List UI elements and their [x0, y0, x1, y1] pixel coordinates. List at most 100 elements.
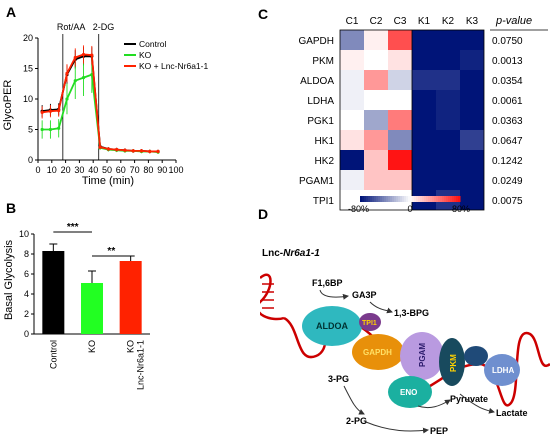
metabolite-lactate: Lactate	[496, 408, 528, 418]
svg-text:TPI1: TPI1	[362, 320, 377, 327]
glycolysis-complex-diagram: Lnc-Nr6a1-1 ALDOA TPI1 GAPDH PGAM PKM LD…	[260, 248, 550, 436]
colorbar-segment	[448, 196, 451, 202]
pvalue-label: 0.0013	[492, 56, 523, 67]
heatmap-cell	[388, 130, 412, 150]
heatmap-cell	[364, 90, 388, 110]
heatmap-cell	[340, 110, 364, 130]
colorbar-segment	[390, 196, 393, 202]
x-tick-label-line: Lnc-Nr6a1-1	[136, 340, 146, 390]
data-point	[139, 149, 144, 153]
lnc-title: Lnc-Nr6a1-1	[262, 248, 320, 259]
row-label: PGAM1	[299, 176, 334, 187]
row-label: GAPDH	[298, 36, 334, 47]
y-axis-label: GlycoPER	[2, 80, 14, 131]
heatmap-cell	[340, 90, 364, 110]
heatmap-cell	[364, 70, 388, 90]
x-axis-label: Time (min)	[82, 175, 134, 187]
bar	[42, 251, 65, 334]
y-tick-label: 8	[24, 249, 29, 259]
heatmap-cell	[436, 30, 460, 50]
heatmap-cell	[436, 110, 460, 130]
data-point	[65, 97, 69, 101]
colorbar-segment	[388, 196, 391, 202]
pvalue-label: 0.0249	[492, 176, 523, 187]
heatmap-cell	[436, 90, 460, 110]
data-point	[81, 76, 86, 80]
x-tick-label: 100	[168, 165, 183, 175]
heatmap-cell	[340, 170, 364, 190]
colorbar-segment	[362, 196, 365, 202]
colorbar-segment	[422, 196, 425, 202]
y-tick-label: 10	[23, 94, 33, 104]
colorbar-segment	[414, 196, 417, 202]
y-tick-label: 15	[23, 64, 33, 74]
heatmap-cell	[436, 70, 460, 90]
x-tick-label: 60	[116, 165, 126, 175]
svg-text:PKM: PKM	[449, 354, 458, 372]
x-tick-label-line: Control	[48, 340, 58, 369]
metabolite-pep: PEP	[430, 426, 448, 436]
y-tick-label: 5	[28, 125, 33, 135]
heatmap-cell	[460, 30, 484, 50]
column-label: C3	[394, 16, 407, 27]
colorbar-segment	[430, 196, 433, 202]
colorbar-segment	[452, 196, 455, 202]
colorbar-segment	[424, 196, 427, 202]
significance-label: **	[107, 246, 115, 257]
colorbar-segment	[398, 196, 401, 202]
row-label: HK2	[315, 156, 335, 167]
pvalue-label: 0.0363	[492, 116, 523, 127]
x-tick-label: 50	[102, 165, 112, 175]
colorbar-segment	[416, 196, 419, 202]
data-point	[98, 145, 102, 149]
colorbar-segment	[404, 196, 407, 202]
y-tick-label: 6	[24, 269, 29, 279]
heatmap-cell	[412, 70, 436, 90]
data-point	[148, 149, 152, 154]
colorbar-segment	[446, 196, 449, 202]
heatmap-cell	[388, 30, 412, 50]
x-tick-label: 10	[47, 165, 57, 175]
x-tick-label: 80	[143, 165, 153, 175]
heatmap-cell	[340, 70, 364, 90]
row-label: LDHA	[307, 96, 334, 107]
data-point	[48, 127, 53, 132]
pvalue-header: p-value	[495, 15, 532, 27]
column-label: C2	[370, 16, 383, 27]
heatmap-cell	[364, 130, 388, 150]
pvalue-label: 0.0354	[492, 76, 523, 87]
legend-label: KO + Lnc-Nr6a1-1	[139, 61, 208, 71]
legend-label: KO	[139, 50, 152, 60]
injection-label: Rot/AA	[57, 22, 86, 32]
colorbar-segment	[406, 196, 409, 202]
colorbar-segment	[420, 196, 423, 202]
colorbar-segment	[438, 196, 441, 202]
data-point	[106, 147, 110, 151]
colorbar-segment	[450, 196, 453, 202]
heatmap-cell	[364, 150, 388, 170]
column-label: K2	[442, 16, 455, 27]
tpi1-enzyme-icon: TPI1	[359, 313, 381, 331]
panel-letter-c: C	[258, 6, 269, 22]
colorbar-segment	[394, 196, 397, 202]
metabolite-2pg: 2-PG	[346, 416, 367, 426]
pvalue-label: 0.0075	[492, 196, 523, 207]
y-tick-label: 0	[24, 329, 29, 339]
data-point	[81, 52, 86, 57]
pkm-enzyme-icon: PKM	[439, 338, 465, 386]
heatmap-cell	[388, 70, 412, 90]
colorbar-segment	[434, 196, 437, 202]
bar	[119, 261, 142, 334]
data-point	[156, 149, 160, 154]
data-point	[131, 149, 135, 153]
colorbar-segment	[386, 196, 389, 202]
expression-heatmap: C1 C2 C3 K1 K2 K3 GAPDH PKM ALDOA LDHA PGK1 HK1 HK2…	[298, 15, 548, 214]
row-label: ALDOA	[300, 76, 334, 87]
row-label: PGK1	[307, 116, 334, 127]
panel-letter-a: A	[6, 4, 17, 20]
metabolite-13bpg: 1,3-BPG	[394, 308, 429, 318]
aldoa-enzyme-icon: ALDOA	[302, 306, 362, 346]
colorbar-segment	[360, 196, 363, 202]
heatmap-cell	[412, 150, 436, 170]
